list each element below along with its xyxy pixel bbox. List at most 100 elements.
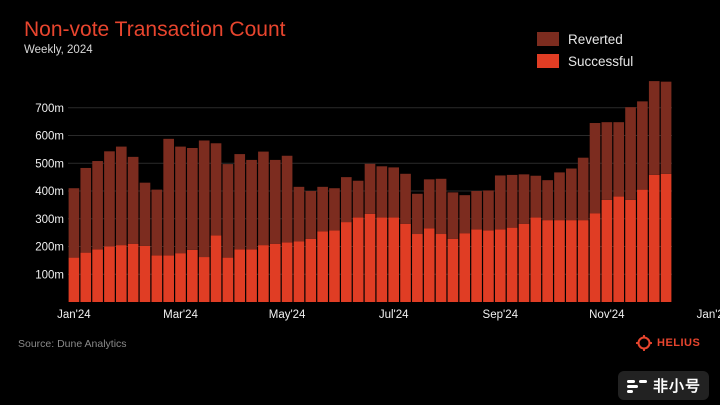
bar-reverted[interactable] xyxy=(80,167,92,253)
bar-reverted[interactable] xyxy=(589,123,601,214)
bar-reverted[interactable] xyxy=(554,172,565,221)
bar-reverted[interactable] xyxy=(340,177,352,223)
bar-successful[interactable] xyxy=(388,217,400,302)
bar-reverted[interactable] xyxy=(329,188,340,231)
legend-item-successful[interactable]: Successful xyxy=(537,50,633,72)
bar-reverted[interactable] xyxy=(637,101,648,190)
bar-successful[interactable] xyxy=(293,241,305,302)
bar-reverted[interactable] xyxy=(400,173,411,224)
bar-successful[interactable] xyxy=(115,245,127,302)
bar-reverted[interactable] xyxy=(542,180,553,221)
bar-reverted[interactable] xyxy=(127,156,139,244)
bar-reverted[interactable] xyxy=(412,193,423,235)
bar-successful[interactable] xyxy=(222,257,234,302)
bar-reverted[interactable] xyxy=(293,186,305,242)
bar-reverted[interactable] xyxy=(459,195,471,234)
legend-item-reverted[interactable]: Reverted xyxy=(537,28,633,50)
bar-reverted[interactable] xyxy=(352,180,364,218)
bar-successful[interactable] xyxy=(234,249,246,302)
bar-successful[interactable] xyxy=(163,255,174,302)
bar-reverted[interactable] xyxy=(566,168,577,221)
bar-successful[interactable] xyxy=(637,189,648,302)
bar-successful[interactable] xyxy=(364,213,376,302)
bar-successful[interactable] xyxy=(412,234,423,302)
bar-successful[interactable] xyxy=(258,245,269,302)
bar-successful[interactable] xyxy=(471,229,482,302)
bar-reverted[interactable] xyxy=(625,107,636,200)
bar-reverted[interactable] xyxy=(423,179,435,229)
bar-successful[interactable] xyxy=(210,235,222,302)
bar-reverted[interactable] xyxy=(104,151,115,247)
bar-successful[interactable] xyxy=(530,217,542,302)
bar-reverted[interactable] xyxy=(648,81,660,175)
bar-successful[interactable] xyxy=(127,243,139,302)
bar-reverted[interactable] xyxy=(601,122,613,200)
bar-reverted[interactable] xyxy=(187,147,198,250)
bar-reverted[interactable] xyxy=(258,151,269,246)
bar-reverted[interactable] xyxy=(613,122,625,197)
bar-successful[interactable] xyxy=(566,220,577,302)
bar-reverted[interactable] xyxy=(518,174,530,224)
bar-successful[interactable] xyxy=(317,231,328,302)
bar-successful[interactable] xyxy=(175,253,186,302)
bar-reverted[interactable] xyxy=(447,192,459,239)
bar-successful[interactable] xyxy=(104,246,115,303)
bar-successful[interactable] xyxy=(625,199,636,302)
bar-successful[interactable] xyxy=(648,174,660,302)
bar-reverted[interactable] xyxy=(68,188,80,258)
bar-successful[interactable] xyxy=(246,249,257,302)
bar-reverted[interactable] xyxy=(222,164,234,258)
bar-successful[interactable] xyxy=(423,228,435,302)
bar-reverted[interactable] xyxy=(388,167,400,218)
bar-successful[interactable] xyxy=(601,199,613,302)
bar-successful[interactable] xyxy=(518,223,530,302)
bar-successful[interactable] xyxy=(577,220,589,302)
bar-reverted[interactable] xyxy=(139,182,151,246)
bar-reverted[interactable] xyxy=(198,140,210,258)
bar-reverted[interactable] xyxy=(92,161,103,250)
bar-successful[interactable] xyxy=(281,242,293,302)
bar-successful[interactable] xyxy=(506,227,518,302)
bar-successful[interactable] xyxy=(483,230,494,302)
bar-reverted[interactable] xyxy=(175,146,186,254)
bar-reverted[interactable] xyxy=(246,159,257,250)
bar-successful[interactable] xyxy=(447,238,459,302)
bar-reverted[interactable] xyxy=(483,190,494,231)
bar-reverted[interactable] xyxy=(210,143,222,236)
bar-successful[interactable] xyxy=(329,230,340,302)
bar-successful[interactable] xyxy=(400,223,411,302)
bar-successful[interactable] xyxy=(269,243,281,302)
bar-successful[interactable] xyxy=(198,257,210,302)
bar-reverted[interactable] xyxy=(577,157,589,221)
bar-successful[interactable] xyxy=(494,229,506,302)
bar-reverted[interactable] xyxy=(269,159,281,244)
bar-successful[interactable] xyxy=(305,238,317,302)
bar-successful[interactable] xyxy=(589,213,601,302)
bar-reverted[interactable] xyxy=(506,174,518,228)
bar-successful[interactable] xyxy=(376,217,388,302)
bar-reverted[interactable] xyxy=(234,154,246,250)
bar-successful[interactable] xyxy=(435,234,447,302)
bar-reverted[interactable] xyxy=(660,81,672,174)
bar-reverted[interactable] xyxy=(530,175,542,218)
bar-successful[interactable] xyxy=(459,233,471,302)
bar-successful[interactable] xyxy=(352,217,364,302)
bar-reverted[interactable] xyxy=(494,175,506,230)
bar-reverted[interactable] xyxy=(163,138,174,256)
bar-reverted[interactable] xyxy=(471,191,482,230)
bar-successful[interactable] xyxy=(68,257,80,302)
bar-reverted[interactable] xyxy=(151,189,163,256)
bar-successful[interactable] xyxy=(613,196,625,302)
bar-reverted[interactable] xyxy=(364,163,376,214)
bar-successful[interactable] xyxy=(542,220,553,302)
bar-successful[interactable] xyxy=(80,252,92,302)
bar-reverted[interactable] xyxy=(317,186,328,232)
bar-reverted[interactable] xyxy=(281,155,293,243)
bar-successful[interactable] xyxy=(92,249,103,302)
bar-reverted[interactable] xyxy=(305,191,317,239)
bar-successful[interactable] xyxy=(340,222,352,302)
bar-successful[interactable] xyxy=(139,245,151,302)
bar-successful[interactable] xyxy=(187,249,198,302)
bar-successful[interactable] xyxy=(660,173,672,302)
bar-reverted[interactable] xyxy=(376,166,388,218)
